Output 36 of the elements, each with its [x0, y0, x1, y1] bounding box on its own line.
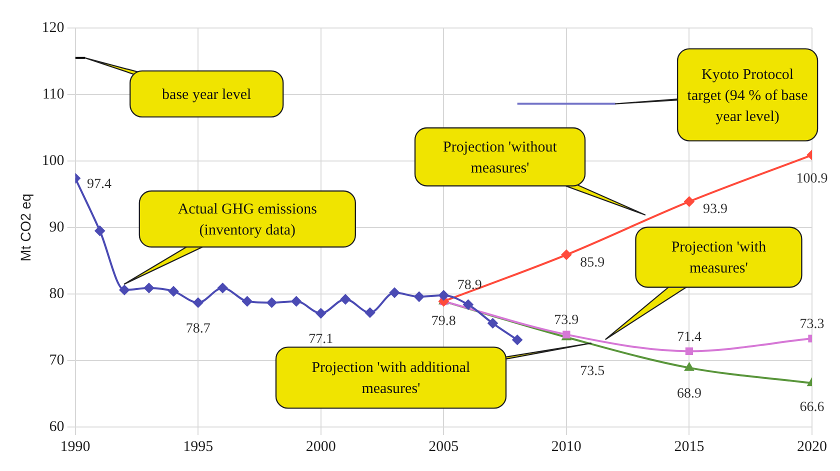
- data-label: 66.6: [800, 400, 824, 415]
- annotation: base year level: [162, 86, 252, 103]
- annotation: Projection 'with measures': [671, 240, 767, 277]
- annotation: Kyoto Protocol target (94 % of base year level): [687, 66, 808, 125]
- annotation: Projection 'with additional measures': [312, 360, 470, 398]
- data-label: 73.3: [800, 317, 824, 332]
- speech-bubble: Projection 'without measures': [414, 127, 646, 216]
- data-label: 73.5: [580, 364, 605, 379]
- data-label: 79.8: [431, 314, 456, 329]
- y-tick-label: 110: [42, 86, 64, 102]
- y-tick-label: 100: [42, 152, 64, 169]
- data-label: 100.9: [796, 172, 828, 187]
- x-tick-label: 2005: [428, 438, 459, 455]
- y-tick-label: 70: [49, 352, 64, 368]
- data-label: 85.9: [580, 255, 605, 270]
- y-tick-label: 120: [42, 20, 64, 36]
- x-tick-label: 1995: [183, 438, 214, 455]
- data-label: 71.4: [676, 330, 702, 345]
- y-tick-label: 60: [49, 418, 64, 435]
- data-label: 78.9: [457, 278, 482, 293]
- data-label: 77.1: [308, 332, 334, 347]
- x-tick-label: 2020: [797, 438, 827, 455]
- annotation: Actual GHG emissions (inventory data): [178, 202, 318, 239]
- x-tick-label: 2015: [674, 438, 704, 455]
- y-tick-label: 90: [49, 219, 64, 236]
- data-label: 68.9: [676, 386, 702, 402]
- data-label: 93.9: [702, 202, 728, 218]
- x-tick-label: 2010: [551, 438, 582, 455]
- y-tick-label: 80: [49, 286, 64, 302]
- annotation: Projection 'without measures': [443, 139, 558, 176]
- y-axis-title: Mt CO2 eq: [17, 194, 34, 262]
- data-label: 97.4: [87, 176, 112, 192]
- x-tick-label: 2000: [306, 438, 336, 455]
- x-tick-label: 1990: [60, 438, 90, 455]
- data-label: 78.7: [186, 321, 210, 336]
- data-label: 73.9: [554, 313, 579, 328]
